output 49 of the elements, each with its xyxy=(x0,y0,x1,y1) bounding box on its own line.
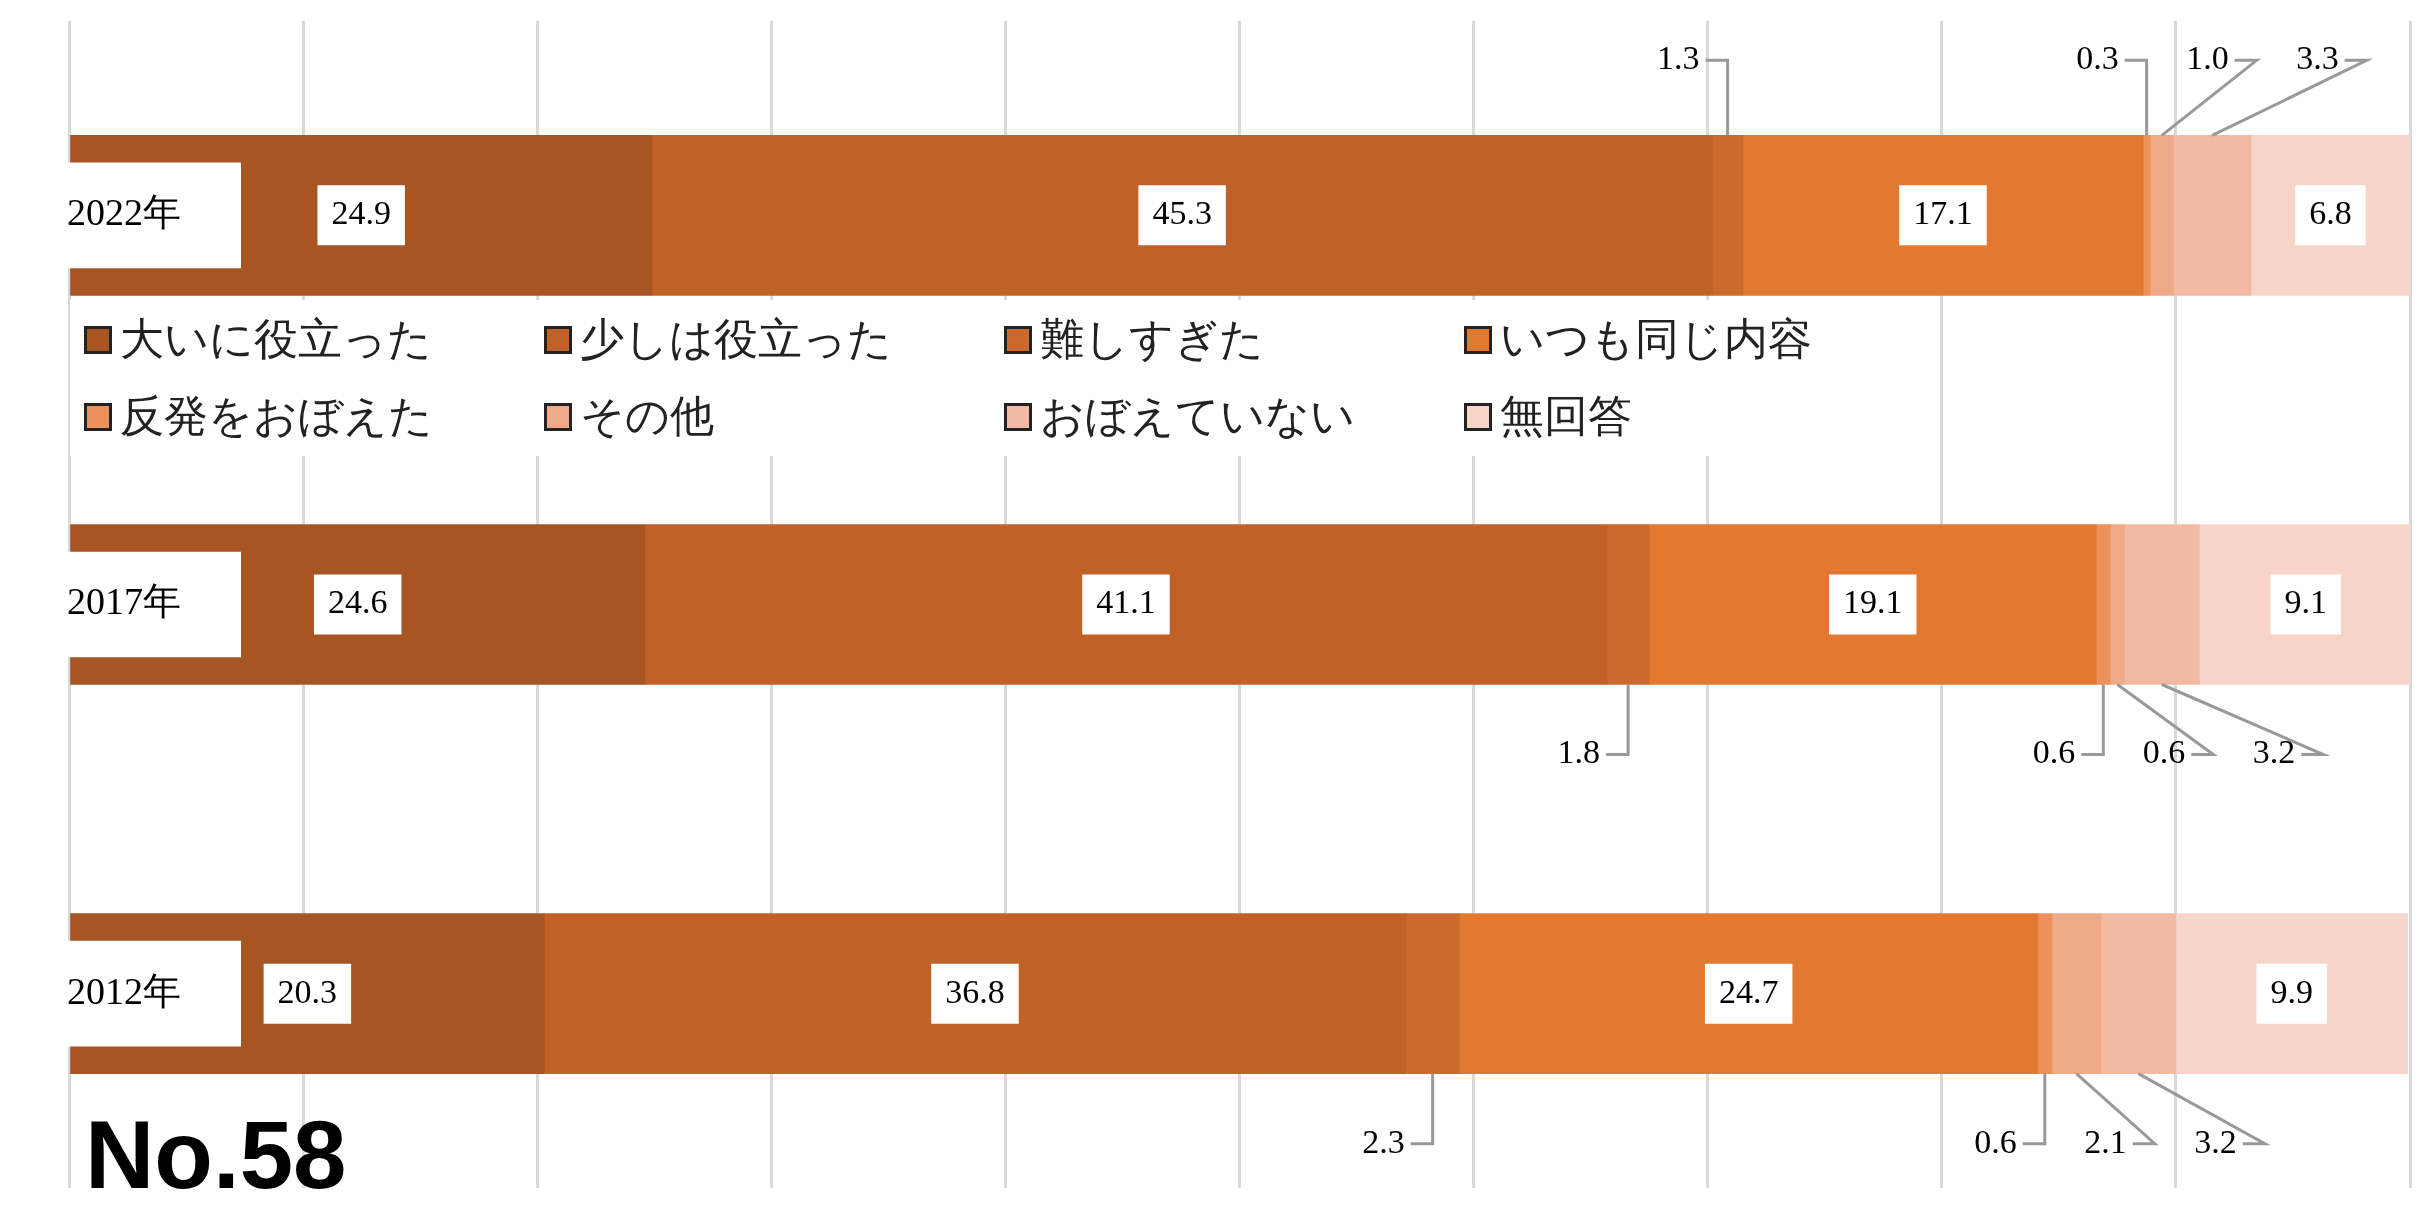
data-label: 24.6 xyxy=(327,583,388,621)
data-label: 24.7 xyxy=(1718,972,1779,1010)
legend-label: 大いに役立った xyxy=(120,312,432,366)
legend-label: 難しすぎた xyxy=(1040,312,1264,366)
data-label: 6.8 xyxy=(2309,194,2352,232)
bar xyxy=(2124,524,2200,685)
bar xyxy=(2037,913,2053,1074)
legend-label: その他 xyxy=(580,389,714,443)
data-label: 2.1 xyxy=(2084,1122,2127,1160)
data-label: 45.3 xyxy=(1152,194,1212,232)
bar xyxy=(2110,524,2125,685)
y-tick-label: 2022年 xyxy=(67,191,181,234)
legend-label: 無回答 xyxy=(1500,389,1632,443)
bar xyxy=(2173,135,2252,296)
bar xyxy=(2051,913,2102,1074)
bar xyxy=(2142,135,2151,296)
data-label: 9.9 xyxy=(2270,972,2314,1010)
data-label: 24.9 xyxy=(331,194,391,232)
legend-label: 少しは役立った xyxy=(580,312,892,366)
y-tick-label: 2012年 xyxy=(67,969,181,1012)
bar xyxy=(1459,913,2039,1074)
bar xyxy=(2175,913,2408,1074)
data-label: 3.2 xyxy=(2252,733,2296,771)
bar xyxy=(2100,913,2177,1074)
data-label: 2.3 xyxy=(1362,1122,1405,1160)
data-label: 41.1 xyxy=(1096,583,1156,621)
bar xyxy=(1742,135,2144,296)
data-label: 19.1 xyxy=(1842,583,1903,621)
data-label: 17.1 xyxy=(1913,194,1973,232)
data-label: 1.0 xyxy=(2186,39,2229,77)
bar xyxy=(1648,524,2097,685)
data-label: 9.1 xyxy=(2284,583,2328,621)
data-label: 20.3 xyxy=(277,972,338,1010)
legend-label: おぼえていない xyxy=(1040,389,1355,443)
legend-label: 反発をおぼえた xyxy=(120,389,433,443)
data-label: 36.8 xyxy=(945,972,1005,1010)
data-label: 0.6 xyxy=(2142,733,2186,771)
legend-label: いつも同じ内容 xyxy=(1500,312,1812,366)
data-label: 3.3 xyxy=(2296,39,2339,77)
data-label: 0.6 xyxy=(2032,733,2076,771)
bar xyxy=(2149,135,2174,296)
data-label: 0.3 xyxy=(2076,39,2119,77)
annotation: No.58 xyxy=(85,1100,347,1209)
data-label: 1.3 xyxy=(1657,39,1700,77)
bar xyxy=(2095,524,2111,685)
data-label: 0.6 xyxy=(1974,1122,2017,1160)
data-label: 1.8 xyxy=(1557,733,1601,771)
data-label: 3.2 xyxy=(2194,1122,2237,1160)
y-tick-label: 2017年 xyxy=(67,580,181,623)
